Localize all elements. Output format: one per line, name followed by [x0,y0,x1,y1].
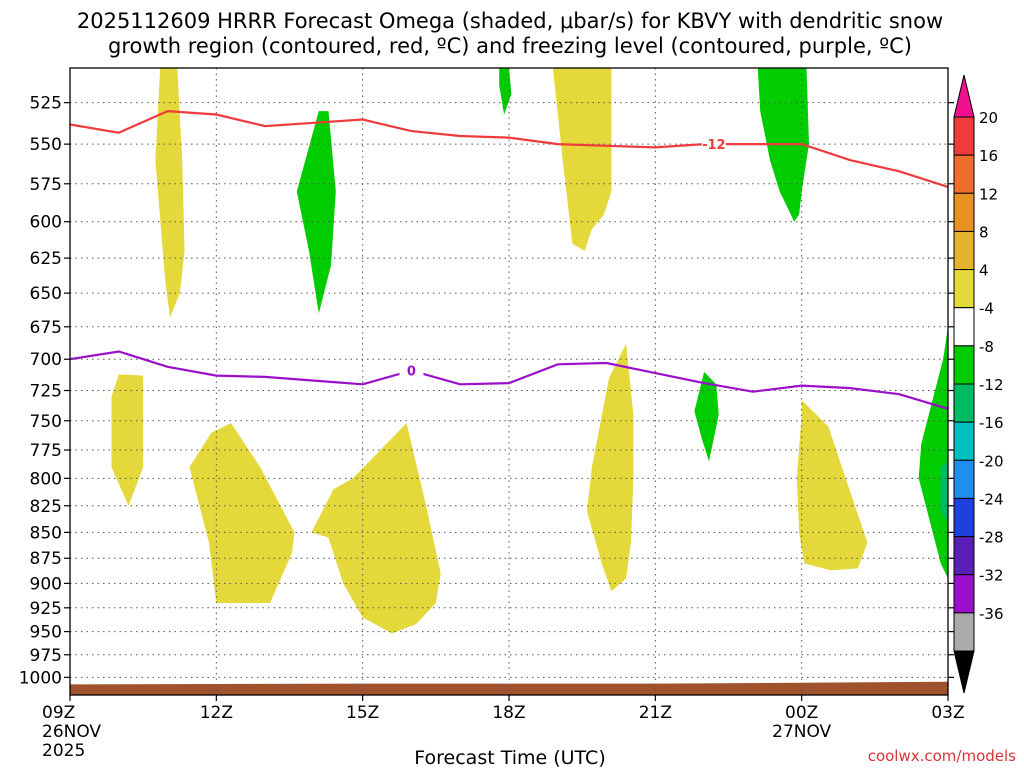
colorbar-label: -20 [979,452,1004,470]
colorbar-bin [953,383,975,423]
chart-title-line1: 2025112609 HRRR Forecast Omega (shaded, … [77,9,943,33]
dendritic-contour-line [69,109,949,188]
omega-shading [111,68,948,634]
chart-title-line2: growth region (contoured, red, ºC) and f… [108,34,912,58]
colorbar-label: 4 [979,262,989,280]
colorbar-bin [953,459,975,499]
omega-positive-region [311,423,441,634]
credit-text: coolwx.com/models [868,747,1016,765]
y-tick-label: 600 [30,213,62,233]
y-tick-label: 850 [30,523,62,543]
y-tick-label: 700 [30,350,62,370]
colorbar: 20 16 12 8 4 -4 -8 -12 -16 -20 -24 -28 -32 -36 [953,74,1004,694]
contour-label: 0 [407,365,416,380]
colorbar-bin [953,192,975,232]
omega-negative-region [296,111,336,314]
colorbar-bin [953,574,975,614]
y-tick-label: 975 [30,646,62,666]
colorbar-label: -24 [979,490,1004,508]
contour-label-bg [701,136,726,153]
y-tick-label: 825 [30,497,62,517]
y-tick-label: 675 [30,318,62,338]
terrain-fill [70,681,948,695]
colorbar-bin [953,116,975,156]
y-tick-label: 725 [30,382,62,402]
colorbar-label: -8 [979,338,994,356]
colorbar-label: 16 [979,147,998,165]
colorbar-label: -12 [979,376,1004,394]
x-tick-label: 21Z [639,703,672,723]
omega-negative-region [940,461,948,522]
x-tick-label: 27NOV [772,722,831,742]
contour-label-bg [399,362,424,379]
y-tick-label: 525 [30,94,62,114]
colorbar-label: 12 [979,185,998,203]
colorbar-bin [953,345,975,385]
colorbar-bin [953,230,975,271]
colorbar-label: -28 [979,529,1004,547]
y-tick-label: 1000 [19,668,62,688]
colorbar-label: -36 [979,605,1004,623]
colorbar-label: -32 [979,567,1004,585]
x-tick-label: 15Z [346,703,379,723]
y-tick-label: 900 [30,574,62,594]
contour-label: -12 [702,138,726,153]
omega-positive-region [552,68,612,251]
y-tick-label: 550 [30,135,62,155]
omega-positive-region [111,374,144,506]
y-tick-label: 875 [30,549,62,569]
omega-negative-region [918,326,948,579]
colorbar-bin [953,497,975,538]
colorbar-bin [953,307,975,347]
freezing-level-line [69,350,949,410]
x-tick-label: 00Z [785,703,818,723]
x-tick-label: 03Z [931,703,964,723]
y-tick-label: 625 [30,249,62,269]
x-tick-label: 12Z [200,703,233,723]
x-tick-label: 09Z [42,703,75,723]
colorbar-bin [953,536,975,576]
y-tick-label: 750 [30,412,62,432]
colorbar-bottom-arrow [953,650,975,694]
colorbar-top-arrow [953,74,975,118]
colorbar-label: -16 [979,414,1004,432]
omega-negative-region [499,68,512,115]
y-tick-label: 575 [30,175,62,195]
pressure-axis: 525 550 575 600 625 650 675 700 725 750 775 800 825 8… [19,94,954,688]
colorbar-bin [953,612,975,652]
colorbar-bin [953,421,975,461]
omega-negative-region [694,371,719,462]
y-tick-label: 925 [30,599,62,619]
colorbar-bin [953,154,975,194]
omega-positive-region [796,400,868,571]
dotted-grid [69,68,949,695]
colorbar-label: 8 [979,223,989,241]
x-axis-label: Forecast Time (UTC) [414,747,605,768]
colorbar-label: -4 [979,300,994,318]
y-tick-label: 800 [30,469,62,489]
omega-positive-region [587,343,634,592]
x-tick-label: 2025 [42,741,85,761]
y-tick-label: 950 [30,623,62,643]
terrain-band [70,681,948,695]
colorbar-bin [953,269,975,309]
y-tick-label: 775 [30,441,62,461]
y-tick-label: 650 [30,284,62,304]
colorbar-label: 20 [979,109,998,127]
x-tick-label: 26NOV [42,722,101,742]
omega-positive-region [155,68,185,318]
temperature-contours: -12 0 [69,109,949,410]
x-tick-label: 18Z [492,703,525,723]
